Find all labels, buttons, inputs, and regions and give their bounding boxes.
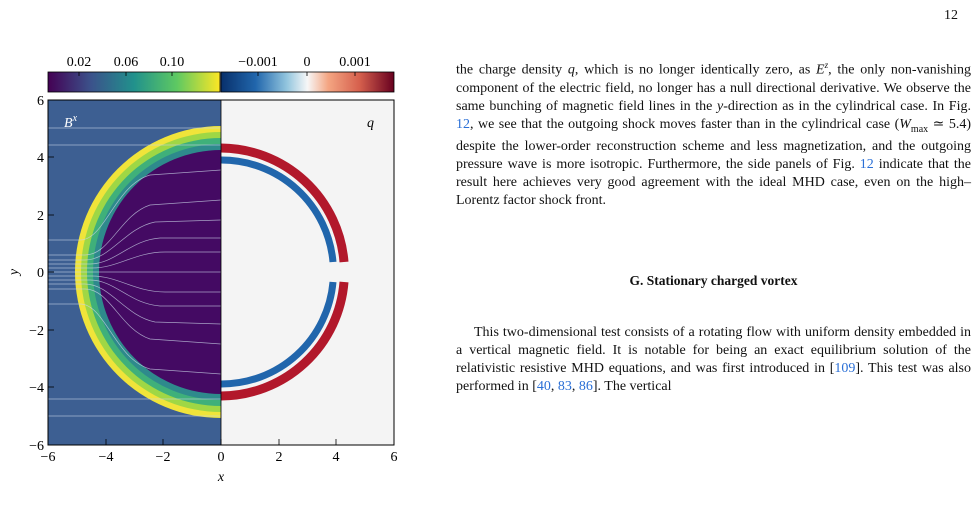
y-tick-label: 2 bbox=[37, 209, 44, 224]
x-tick-label: −2 bbox=[156, 450, 171, 465]
paragraph-shock: the charge density q, which is no longer… bbox=[456, 60, 971, 209]
citation-link[interactable]: 86 bbox=[578, 379, 593, 395]
x-tick-label: 4 bbox=[333, 450, 340, 465]
y-tick-label: 4 bbox=[37, 151, 44, 166]
x-tick-label: −6 bbox=[41, 450, 56, 465]
y-tick-label: 6 bbox=[37, 94, 44, 109]
citation-link[interactable]: 109 bbox=[834, 361, 856, 377]
colorbar-right bbox=[220, 71, 395, 93]
x-tick-label: 6 bbox=[391, 450, 398, 465]
cbar-left-tick: 0.10 bbox=[160, 55, 185, 70]
page-number: 12 bbox=[944, 8, 958, 23]
citation-link[interactable]: 40 bbox=[536, 379, 551, 395]
figure-link[interactable]: 12 bbox=[456, 116, 470, 132]
y-tick-label: −6 bbox=[29, 439, 44, 454]
text-column: the charge density q, which is no longer… bbox=[456, 56, 971, 396]
cbar-left-tick: 0.02 bbox=[67, 55, 92, 70]
y-tick-label: −4 bbox=[29, 381, 44, 396]
x-tick-label: 0 bbox=[218, 450, 225, 465]
x-tick-label: −4 bbox=[99, 450, 114, 465]
figure-link[interactable]: 12 bbox=[859, 157, 874, 173]
y-tick-label: 0 bbox=[37, 266, 44, 281]
y-axis-label: y bbox=[7, 268, 22, 277]
cbar-right-tick: 0 bbox=[304, 55, 311, 70]
panel-bx bbox=[48, 100, 221, 445]
cbar-right-tick: 0.001 bbox=[339, 55, 371, 70]
cbar-right-tick: −0.001 bbox=[238, 55, 277, 70]
x-axis-label: x bbox=[217, 470, 225, 485]
figure: 0.02 0.06 0.10 −0.001 0 0.001 bbox=[0, 0, 440, 511]
section-heading: G. Stationary charged vortex bbox=[629, 273, 798, 289]
panel-left-label: Bx bbox=[64, 113, 78, 131]
panel-right-label: q bbox=[367, 116, 374, 131]
y-tick-label: −2 bbox=[29, 324, 44, 339]
cbar-left-tick: 0.06 bbox=[114, 55, 139, 70]
citation-link[interactable]: 83 bbox=[557, 379, 572, 395]
colorbar-left bbox=[47, 71, 221, 93]
x-tick-label: 2 bbox=[276, 450, 283, 465]
paragraph-vortex: This two-dimensional test consists of a … bbox=[456, 325, 971, 395]
panel-q bbox=[221, 100, 394, 445]
